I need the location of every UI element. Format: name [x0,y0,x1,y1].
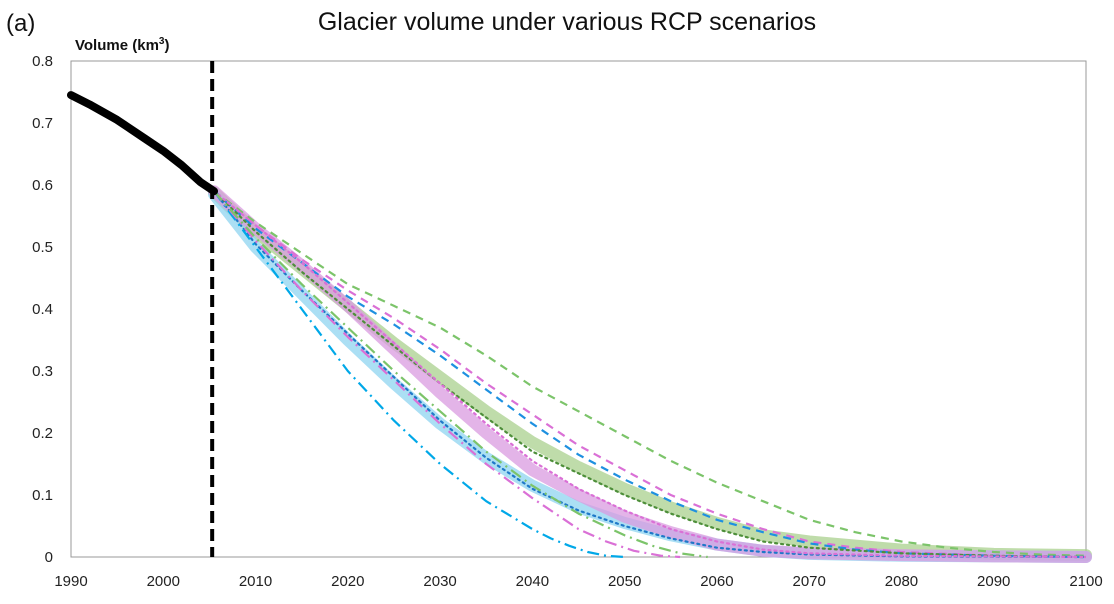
x-tick-label: 2080 [885,573,918,590]
x-tick-label: 2020 [331,573,364,590]
y-tick-label: 0.4 [32,301,53,318]
series-line-11-dash-dot [213,190,681,559]
x-tick-label: 2030 [423,573,456,590]
series-line-4-dashed [213,190,1087,557]
series-line-10-dash-dot [213,190,625,559]
series-line-0-thick-solid [67,91,218,196]
series-line-5-dashed [213,190,1087,559]
y-tick-label: 0.7 [32,115,53,132]
series-layer [67,91,1092,563]
y-axis-label: Volume (km3) [75,36,169,54]
y-tick-label: 0.1 [32,487,53,504]
y-tick-label: 0.5 [32,239,53,256]
y-tick-label: 0.6 [32,177,53,194]
y-tick-label: 0.3 [32,363,53,380]
x-tick-label: 1990 [54,573,87,590]
x-tick-label: 2040 [516,573,549,590]
series-line-12-dash-dot [213,190,708,559]
x-tick-labels: 1990 2000 2010 2020 2030 2040 2050 2060 2070 2080… [54,573,1102,590]
y-tick-label: 0.2 [32,425,53,442]
y-tick-labels: 0 0.1 0.2 0.3 0.4 0.5 0.6 0.7 0.8 [32,53,53,566]
x-tick-label: 2010 [239,573,272,590]
chart-title: Glacier volume under various RCP scenari… [318,8,816,36]
x-tick-label: 2060 [700,573,733,590]
series-line-6-dashed [213,190,1087,559]
x-tick-label: 2100 [1069,573,1102,590]
x-tick-label: 2050 [608,573,641,590]
panel-label: (a) [6,10,35,37]
series-line-9-dotted [212,190,1088,559]
plot-frame [70,60,1087,558]
x-tick-label: 2070 [792,573,825,590]
x-tick-label: 2000 [147,573,180,590]
x-tick-label: 2090 [977,573,1010,590]
series-line-7-dotted [212,190,1088,559]
series-line-1-band [208,186,1092,562]
y-tick-label: 0.8 [32,53,53,70]
y-tick-label: 0 [45,549,53,566]
